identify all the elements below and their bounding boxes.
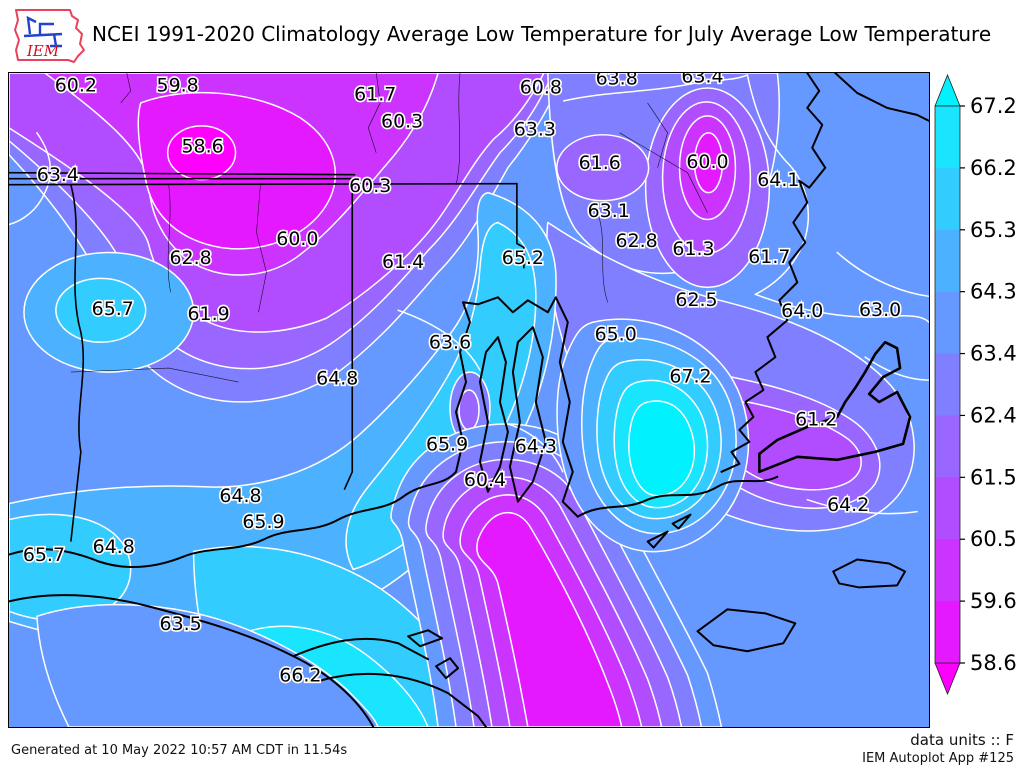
contour-label: 65.9: [426, 433, 468, 455]
contour-label: 64.0: [781, 300, 823, 322]
page: IEM NCEI 1991-2020 Climatology Average L…: [0, 0, 1024, 768]
iem-logo-text: IEM: [26, 42, 60, 60]
colorbar-segment: [935, 477, 960, 539]
colorbar-tick-label: 65.3: [970, 218, 1017, 242]
contour-label: 63.5: [160, 613, 202, 635]
contour-label: 63.4: [681, 73, 723, 87]
colorbar-tick-label: 60.5: [970, 527, 1017, 551]
colorbar-tick-label: 59.6: [970, 589, 1017, 613]
contour-label: 61.4: [382, 251, 424, 273]
generated-timestamp: Generated at 10 May 2022 10:57 AM CDT in…: [11, 743, 347, 758]
contour-label: 64.1: [757, 169, 799, 191]
colorbar-under-arrow: [935, 663, 960, 694]
colorbar-tick-label: 61.5: [970, 465, 1017, 489]
colorbar-tick-label: 63.4: [970, 342, 1017, 366]
colorbar-tick-label: 58.6: [970, 651, 1017, 675]
autoplot-app-label: IEM Autoplot App #125: [862, 751, 1014, 766]
contour-label: 65.7: [92, 298, 134, 320]
contour-label: 64.8: [219, 485, 261, 507]
colorbar-tick-label: 66.2: [970, 156, 1017, 180]
contour-label: 61.2: [795, 408, 837, 430]
colorbar-segment: [935, 292, 960, 354]
colorbar-tick-label: 64.3: [970, 280, 1017, 304]
contour-label: 60.4: [464, 469, 506, 491]
map-frame: 60.2 59.8 61.7 60.3 60.8 63.8 63.4 58.6 63.3 61.6…: [8, 72, 930, 728]
contour-label: 62.8: [170, 247, 212, 269]
contour-label: 61.6: [579, 152, 621, 174]
contour-label: 64.2: [827, 494, 869, 516]
colorbar-segment: [935, 601, 960, 663]
contour-label: 65.7: [23, 544, 65, 566]
contour-label: 65.9: [242, 511, 284, 533]
contour-label: 62.8: [616, 230, 658, 252]
colorbar-over-arrow: [935, 75, 960, 106]
contour-label: 63.1: [588, 200, 630, 222]
colorbar: 67.2 66.2 65.3 64.3 63.4 62.4 61.5 60.5 59.6 58.6: [933, 68, 1023, 718]
contour-label: 63.6: [429, 332, 471, 354]
data-units-label: data units :: F: [910, 731, 1014, 749]
contour-label: 63.4: [37, 164, 79, 186]
contour-label: 60.2: [55, 74, 97, 96]
contour-label: 60.3: [349, 175, 391, 197]
contour-label: 64.8: [316, 368, 358, 390]
page-title: NCEI 1991-2020 Climatology Average Low T…: [92, 22, 991, 46]
colorbar-segment: [935, 168, 960, 230]
contour-label: 63.0: [859, 299, 901, 321]
contour-label: 65.2: [502, 247, 544, 269]
contour-label: 60.8: [520, 76, 562, 98]
contour-label: 67.2: [669, 366, 711, 388]
climatology-map: 60.2 59.8 61.7 60.3 60.8 63.8 63.4 58.6 63.3 61.6…: [9, 73, 929, 727]
colorbar-segment: [935, 106, 960, 168]
iem-logo: IEM: [10, 6, 88, 66]
contour-label: 60.3: [381, 110, 423, 132]
contour-label: 62.5: [675, 289, 717, 311]
contour-label: 61.7: [748, 246, 790, 268]
contour-label: 61.9: [187, 303, 229, 325]
contour-label: 61.7: [354, 83, 396, 105]
colorbar-tick-label: 67.2: [970, 94, 1017, 118]
contour-label: 65.0: [595, 324, 637, 346]
contour-label: 63.8: [596, 73, 638, 89]
colorbar-segment: [935, 539, 960, 601]
contour-label: 60.0: [276, 228, 318, 250]
colorbar-segment: [935, 230, 960, 292]
contour-label: 66.2: [279, 665, 321, 687]
contour-label: 64.8: [93, 536, 135, 558]
contour-label: 61.3: [672, 238, 714, 260]
colorbar-segment: [935, 415, 960, 477]
colorbar-tick-label: 62.4: [970, 403, 1017, 427]
contour-label: 63.3: [514, 118, 556, 140]
contour-label: 60.0: [686, 151, 728, 173]
contour-label: 59.8: [157, 74, 199, 96]
contour-label: 58.6: [181, 135, 223, 157]
colorbar-segment: [935, 354, 960, 416]
contour-label: 64.3: [515, 435, 557, 457]
